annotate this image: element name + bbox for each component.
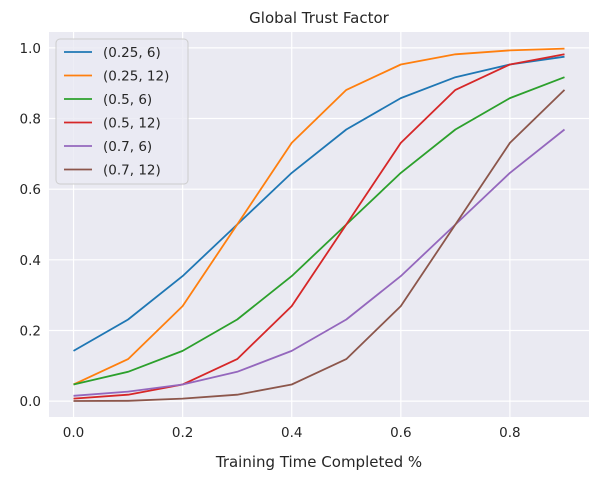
legend: (0.25, 6) (0.25, 12) (0.5, 6) (0.5, 12) (0.7… bbox=[56, 39, 188, 184]
legend-label: (0.5, 12) bbox=[103, 116, 161, 132]
x-tick-label: 0.0 bbox=[63, 425, 84, 441]
x-axis-label: Training Time Completed % bbox=[215, 453, 422, 471]
x-tick-label: 0.4 bbox=[281, 425, 302, 441]
x-tick-labels: 0.0 0.2 0.4 0.6 0.8 bbox=[63, 425, 521, 441]
legend-label: (0.7, 6) bbox=[103, 139, 152, 155]
y-tick-labels: 0.0 0.2 0.4 0.6 0.8 1.0 bbox=[20, 41, 41, 410]
y-tick-label: 0.2 bbox=[20, 323, 41, 339]
y-tick-label: 1.0 bbox=[20, 41, 41, 57]
y-tick-label: 0.6 bbox=[20, 182, 41, 198]
y-tick-label: 0.4 bbox=[20, 253, 41, 269]
y-tick-label: 0.8 bbox=[20, 112, 41, 128]
x-tick-label: 0.2 bbox=[172, 425, 193, 441]
legend-label: (0.25, 12) bbox=[103, 69, 169, 85]
legend-label: (0.7, 12) bbox=[103, 163, 161, 179]
y-tick-label: 0.0 bbox=[20, 394, 41, 410]
x-tick-label: 0.8 bbox=[499, 425, 520, 441]
chart-title: Global Trust Factor bbox=[249, 9, 389, 27]
legend-label: (0.25, 6) bbox=[103, 45, 161, 61]
x-tick-label: 0.6 bbox=[390, 425, 411, 441]
legend-label: (0.5, 6) bbox=[103, 92, 152, 108]
